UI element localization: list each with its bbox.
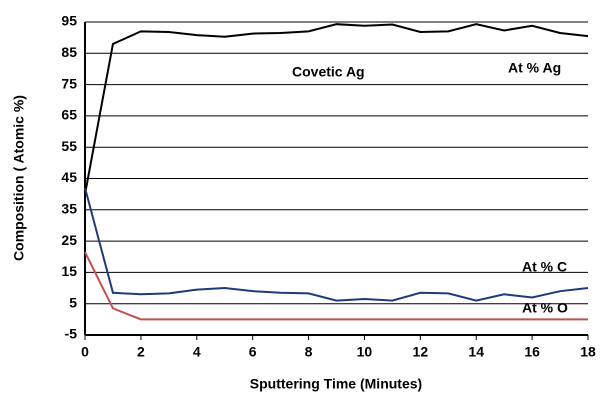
y-tick-label: 65	[61, 107, 77, 123]
x-tick-label: 8	[305, 344, 313, 360]
x-axis-label: Sputtering Time (Minutes)	[250, 376, 422, 392]
x-tick-label: 12	[413, 344, 429, 360]
x-tick-label: 16	[524, 344, 540, 360]
x-tick-label: 10	[357, 344, 373, 360]
y-tick-label: 85	[61, 44, 77, 60]
y-tick-label: 35	[61, 201, 77, 217]
x-tick-label: 6	[249, 344, 257, 360]
y-tick-label: 15	[61, 263, 77, 279]
annotation: At % O	[522, 300, 568, 316]
annotation: At % C	[522, 259, 567, 275]
x-tick-label: 14	[468, 344, 484, 360]
x-tick-label: 18	[580, 344, 596, 360]
annotation: At % Ag	[508, 60, 561, 76]
series-line	[84, 187, 589, 302]
y-tick-label: 25	[61, 232, 77, 248]
x-tick-label: 2	[137, 344, 145, 360]
y-tick-label: 55	[61, 138, 77, 154]
y-tick-label: 75	[61, 75, 77, 91]
y-tick-label: 95	[61, 13, 77, 29]
y-tick-label: 45	[61, 169, 77, 185]
series-line	[84, 251, 588, 321]
series-line	[84, 23, 589, 195]
annotation: Covetic Ag	[292, 64, 365, 80]
y-tick-label: -5	[65, 326, 78, 342]
x-tick-label: 0	[81, 344, 89, 360]
y-axis-label: Composition ( Atomic %)	[11, 95, 27, 261]
y-tick-label: 5	[69, 294, 77, 310]
x-tick-label: 4	[193, 344, 201, 360]
